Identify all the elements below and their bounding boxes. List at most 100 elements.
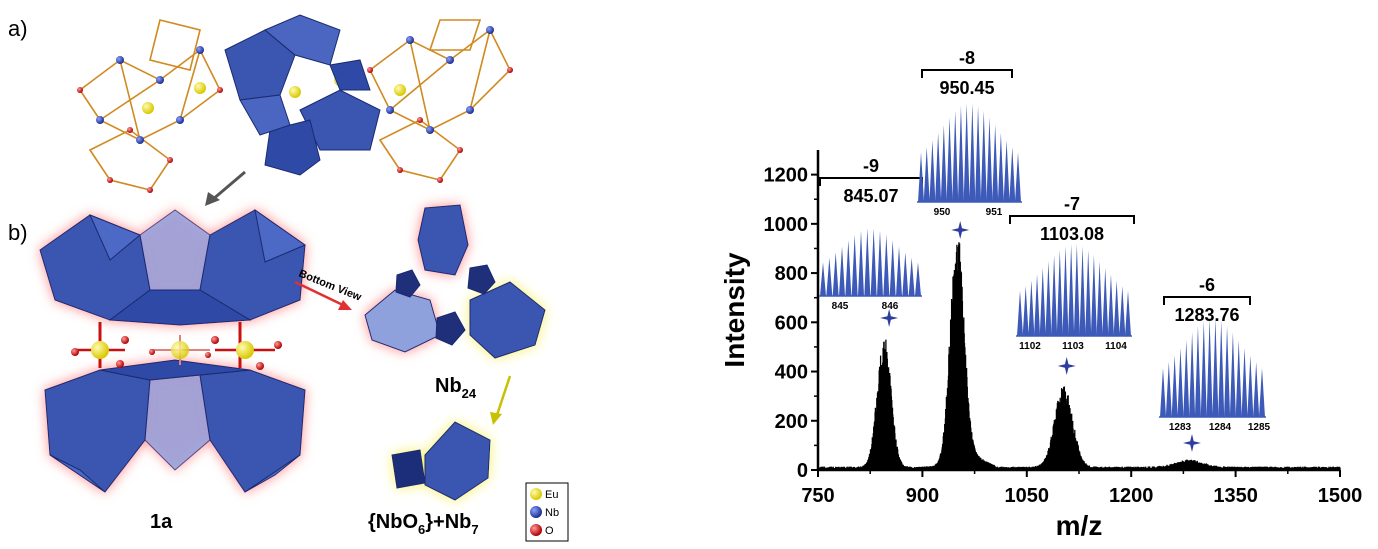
isotope-peak [864,228,871,296]
isotope-peak [1015,152,1021,202]
isotope-peak [902,252,909,296]
isotope-peak [963,103,970,202]
isotope-peak [1247,355,1254,417]
isotope-peak [1017,290,1023,336]
isotope-peak [1056,249,1063,336]
isotope-peak [1045,261,1052,336]
isotope-peak [980,110,987,202]
charge-label: -9 [863,156,879,176]
compound-label: 1a [150,511,173,533]
isotope-peak [918,152,924,202]
inset-tick-label: 1102 [1019,341,1041,352]
isotope-peak [940,124,947,202]
isotope-inset: 845 846 [819,228,922,312]
isotope-inset: 1283 1284 1285 [1159,318,1271,433]
peak-star-marker [1057,357,1076,375]
isotope-peak [969,103,976,202]
isotope-peak [986,117,993,202]
isotope-peak [908,257,915,296]
inset-tick-label: 1103 [1062,341,1084,352]
isotope-peak [1125,290,1131,336]
isotope-peak [1090,255,1097,336]
isotope-peak [877,230,883,296]
isotope-peak [826,257,833,296]
isotope-peak [896,246,902,296]
charge-label: -8 [959,48,975,68]
inset-tick-label: 846 [882,301,899,312]
y-tick-label: 1200 [764,165,809,187]
isotope-peak [1165,362,1172,417]
charge-bracket [819,177,923,186]
fragment-arrow [490,375,512,425]
fragment-label: {NbO6}+Nb7 [368,511,479,537]
x-tick-label: 1350 [1213,485,1258,507]
y-tick-label: 0 [797,460,808,482]
isotope-peak [1102,267,1109,336]
y-tick-label: 200 [775,411,808,433]
isotope-peak [1189,332,1196,417]
isotope-peak [851,234,858,296]
isotope-peak [915,262,921,296]
isotope-peak [929,140,936,202]
inset-tick-label: 1285 [1248,422,1271,433]
isotope-peak [883,234,890,296]
y-tick-label: 1000 [764,214,809,236]
arrow-a-to-b [205,170,246,206]
isotope-peak [1194,325,1201,417]
y-tick-label: 400 [775,362,808,384]
isotope-peak [1177,347,1184,417]
inset-tick-label: 950 [934,207,951,218]
legend-label-eu: Eu [545,489,558,501]
legend-swatch-nb [530,506,542,518]
isotope-peak [992,124,999,202]
isotope-peak [1003,140,1010,202]
isotope-peak [923,146,930,202]
legend-swatch-eu [530,488,542,500]
isotope-peak [997,132,1004,202]
inset-tick-label: 845 [832,301,849,312]
inset-tick-label: 951 [986,207,1003,218]
charge-bracket [1009,215,1135,224]
isotope-peak [1009,146,1016,202]
isotope-peak [975,105,982,202]
isotope-peak [1259,367,1265,417]
isotope-peak [1160,367,1166,417]
isotope-peak [1039,267,1046,336]
eu-linkers [71,322,282,370]
isotope-peak [1241,347,1248,417]
peak-star-marker [1183,434,1201,452]
isotope-peak [1229,332,1236,417]
isotope-peak [1085,249,1092,336]
structure-panel: a) b) [0,0,620,544]
x-tick-label: 900 [906,485,939,507]
isotope-peak [1096,261,1103,336]
nb24-structure [364,204,546,359]
mz-label: 1283.76 [1174,305,1239,325]
isotope-peak [1218,320,1225,417]
isotope-peak [1028,280,1035,336]
cluster-1a [39,208,307,493]
y-axis-title: Intensity [719,252,750,368]
isotope-peak [832,252,839,296]
isotope-peak [1068,244,1075,336]
isotope-peak [935,132,942,202]
isotope-peak [820,262,826,296]
mz-label: 950.45 [939,78,994,98]
cluster-1a-top [39,208,307,326]
isotope-peak [870,228,877,296]
isotope-peak [1253,362,1260,417]
chain-structure [77,14,513,193]
isotope-peak [1183,339,1190,417]
legend-label-o: O [545,525,554,537]
isotope-peak [1051,255,1058,336]
isotope-peak [946,117,953,202]
mass-spectrum-chart: 0 200 400 600 800 1000 1200 750 900 1050 1200 1350 1… [700,0,1378,544]
isotope-peak [1224,325,1231,417]
x-tick-label: 1500 [1318,485,1363,507]
panel-label-a: a) [8,16,28,41]
isotope-peak [1119,285,1126,336]
x-axis-title: m/z [1056,510,1103,541]
bottom-view-arrow: Bottom View [294,268,363,310]
isotope-peak [1212,318,1219,417]
nb24-label: Nb24 [435,375,477,401]
